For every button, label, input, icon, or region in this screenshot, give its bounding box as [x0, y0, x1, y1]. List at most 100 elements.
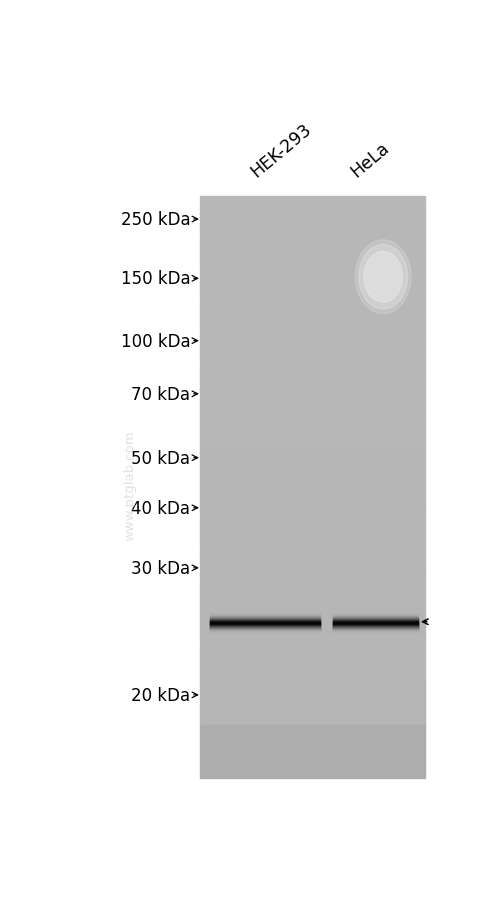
Bar — [200, 678, 424, 686]
Text: HEK-293: HEK-293 — [247, 121, 315, 181]
Bar — [200, 585, 424, 593]
Bar — [200, 667, 424, 674]
Bar — [200, 551, 424, 557]
Bar — [200, 290, 424, 296]
Bar — [200, 325, 424, 331]
Bar — [200, 249, 424, 255]
Bar — [200, 382, 424, 389]
Bar — [200, 482, 424, 488]
Text: 100 kDa: 100 kDa — [120, 332, 190, 350]
Ellipse shape — [364, 252, 402, 303]
Bar — [200, 696, 424, 703]
Bar — [200, 492, 424, 500]
Bar — [200, 336, 424, 343]
Bar — [200, 307, 424, 314]
Text: 30 kDa: 30 kDa — [131, 559, 190, 577]
Bar — [200, 301, 424, 308]
Bar — [200, 330, 424, 336]
Bar — [200, 278, 424, 284]
Bar — [200, 371, 424, 377]
Ellipse shape — [359, 245, 408, 309]
Bar — [200, 237, 424, 244]
Text: 150 kDa: 150 kDa — [120, 270, 190, 288]
Bar — [200, 418, 424, 424]
Bar — [200, 359, 424, 366]
Bar — [200, 214, 424, 221]
Bar — [200, 766, 424, 772]
Bar — [200, 220, 424, 226]
Bar — [200, 266, 424, 273]
Bar — [200, 563, 424, 569]
Bar — [200, 644, 424, 650]
Bar — [200, 632, 424, 639]
Bar — [200, 208, 424, 215]
Text: 70 kDa: 70 kDa — [131, 385, 190, 403]
Bar — [200, 719, 424, 726]
Bar — [200, 771, 424, 778]
Bar — [200, 411, 424, 419]
Bar — [200, 638, 424, 645]
Text: 250 kDa: 250 kDa — [120, 211, 190, 229]
Bar — [200, 318, 424, 326]
Bar — [200, 440, 424, 447]
Bar — [200, 557, 424, 564]
Bar — [200, 284, 424, 290]
Text: www.ptglab.com: www.ptglab.com — [123, 430, 136, 540]
Bar — [200, 702, 424, 708]
Bar — [200, 749, 424, 755]
Bar — [200, 760, 424, 767]
Bar — [200, 197, 424, 203]
Bar — [200, 592, 424, 598]
Bar — [200, 394, 424, 400]
Text: HeLa: HeLa — [347, 139, 393, 181]
Bar — [200, 458, 424, 465]
Bar — [200, 475, 424, 482]
Bar — [200, 244, 424, 250]
Ellipse shape — [355, 241, 411, 315]
Bar — [200, 545, 424, 552]
Text: 50 kDa: 50 kDa — [131, 449, 190, 467]
Bar — [200, 354, 424, 360]
Bar — [200, 656, 424, 662]
Bar — [200, 737, 424, 743]
Bar — [200, 731, 424, 738]
Bar — [200, 452, 424, 459]
Bar — [200, 254, 424, 262]
Bar — [200, 377, 424, 383]
Bar — [200, 575, 424, 581]
Bar — [200, 261, 424, 267]
Bar — [200, 347, 424, 354]
Bar — [200, 609, 424, 615]
Bar — [200, 713, 424, 720]
Bar — [200, 690, 424, 697]
Bar — [200, 673, 424, 679]
Bar — [200, 423, 424, 429]
Bar — [200, 568, 424, 575]
Bar — [200, 504, 424, 511]
Bar — [200, 499, 424, 505]
Bar — [200, 400, 424, 407]
Bar — [200, 615, 424, 621]
Bar — [200, 533, 424, 540]
Bar — [200, 511, 424, 517]
Text: 20 kDa: 20 kDa — [131, 686, 190, 704]
Bar — [200, 342, 424, 348]
Bar — [200, 516, 424, 522]
Bar — [200, 389, 424, 395]
Bar — [200, 603, 424, 610]
Bar — [200, 621, 424, 627]
Bar — [200, 232, 424, 238]
Bar — [200, 446, 424, 453]
Bar — [200, 528, 424, 534]
Bar — [200, 272, 424, 279]
Bar — [200, 464, 424, 471]
Bar — [200, 597, 424, 604]
Bar — [200, 296, 424, 302]
Text: 40 kDa: 40 kDa — [131, 499, 190, 517]
Bar — [200, 580, 424, 586]
Bar — [200, 487, 424, 493]
Bar — [200, 708, 424, 714]
Bar — [200, 429, 424, 436]
Bar — [200, 202, 424, 209]
Bar — [200, 522, 424, 529]
